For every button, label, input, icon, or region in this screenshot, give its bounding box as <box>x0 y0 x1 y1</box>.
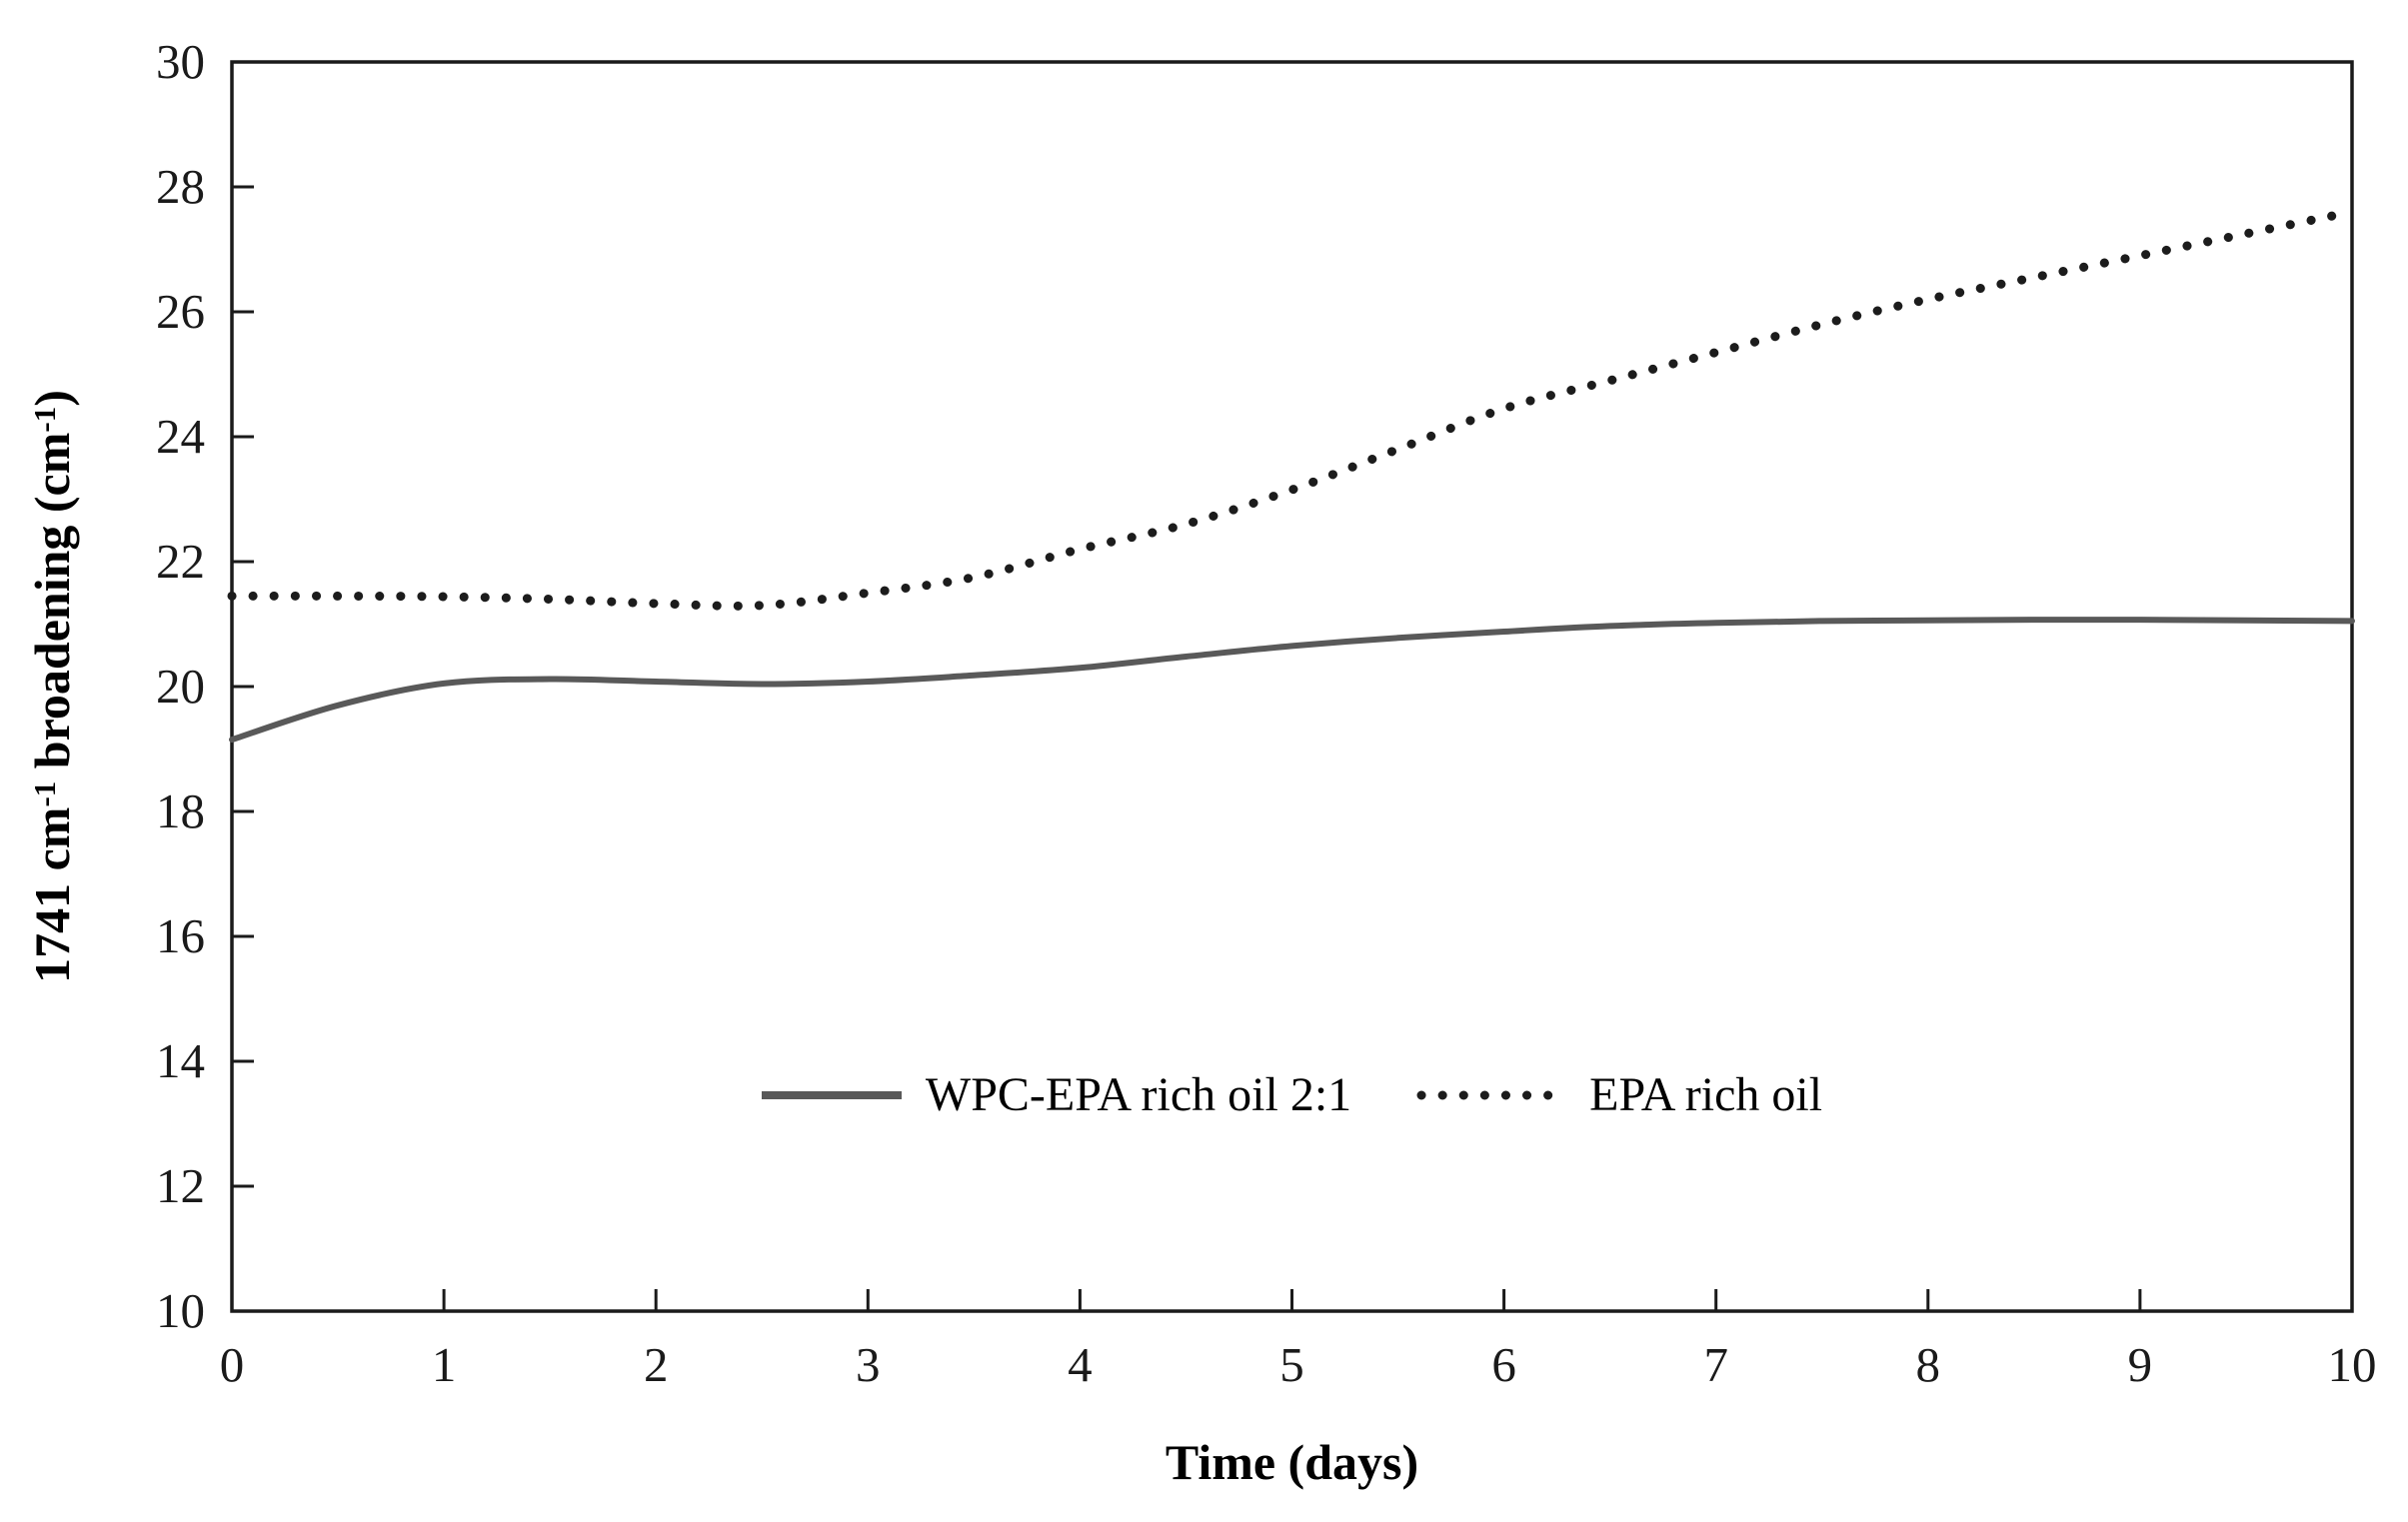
y-tick-label: 22 <box>156 534 205 589</box>
x-tick-label: 9 <box>2127 1337 2153 1392</box>
y-axis-title: 1741 cm-1 broadening (cm-1) <box>23 390 81 983</box>
x-tick-label: 6 <box>1491 1337 1516 1392</box>
x-tick-label: 4 <box>1068 1337 1093 1392</box>
x-tick-label: 5 <box>1279 1337 1304 1392</box>
y-tick-label: 28 <box>156 159 205 214</box>
y-tick-label: 20 <box>156 659 205 714</box>
x-axis-title: Time (days) <box>1165 1434 1419 1490</box>
y-tick-label: 18 <box>156 783 205 838</box>
x-tick-label: 7 <box>1703 1337 1728 1392</box>
legend-label-epa: EPA rich oil <box>1589 1068 1823 1121</box>
solid-line-swatch <box>761 1090 902 1099</box>
y-axis-title-part: 1741 cm <box>24 806 80 983</box>
series-wpc-epa-line <box>229 617 2355 744</box>
y-axis-title-part: ) <box>24 390 80 407</box>
y-axis-title-part: broadening (cm <box>24 432 80 781</box>
chart-legend: WPC-EPA rich oil 2:1 EPA rich oil <box>232 1067 2352 1122</box>
series-epa-dotted-line <box>227 207 2357 611</box>
y-tick-label: 12 <box>156 1158 205 1213</box>
x-tick-label: 0 <box>219 1337 245 1392</box>
y-tick-label: 10 <box>156 1283 205 1338</box>
plot-area-border <box>230 60 2354 1313</box>
legend-item-epa: EPA rich oil <box>1415 1067 1822 1122</box>
y-tick-label: 26 <box>156 284 205 339</box>
x-tick-label: 2 <box>643 1337 669 1392</box>
x-tick-label: 1 <box>431 1337 457 1392</box>
legend-label-wpc: WPC-EPA rich oil 2:1 <box>925 1068 1352 1121</box>
y-tick-label: 16 <box>156 908 205 963</box>
dotted-line-swatch <box>1416 1090 1566 1099</box>
x-tick-label: 3 <box>856 1337 881 1392</box>
axis-tick-marks <box>230 60 2354 1313</box>
x-tick-label: 8 <box>1915 1337 1941 1392</box>
y-axis-superscript: -1 <box>27 406 62 433</box>
y-tick-label: 30 <box>156 34 205 89</box>
x-tick-label: 10 <box>2327 1337 2377 1392</box>
legend-item-wpc: WPC-EPA rich oil 2:1 <box>761 1067 1352 1122</box>
y-tick-label: 14 <box>156 1033 205 1088</box>
y-axis-superscript: -1 <box>27 780 62 807</box>
y-tick-label: 24 <box>156 409 205 464</box>
